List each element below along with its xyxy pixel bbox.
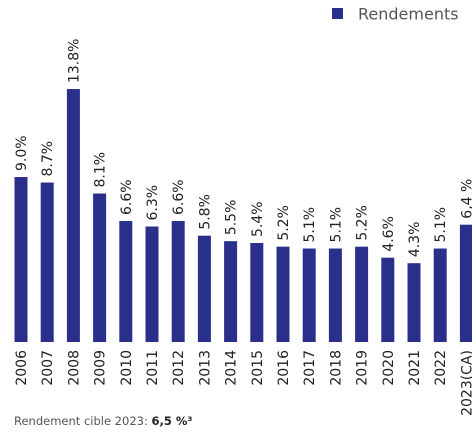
value-label: 4.6% (381, 216, 397, 252)
bar (355, 246, 369, 342)
value-label: 6,4 % (459, 179, 472, 219)
value-label: 5.1% (328, 207, 344, 243)
x-tick-label: 2010 (119, 350, 135, 386)
value-label: 13.8% (66, 39, 82, 83)
x-tick-label: 2007 (40, 350, 56, 386)
value-label: 5.2% (276, 205, 292, 241)
x-tick-label: 2016 (276, 350, 292, 386)
bar (407, 263, 421, 342)
footnote-text: Rendement cible 2023: (14, 414, 151, 428)
bar (459, 224, 472, 342)
value-label: 8.1% (93, 152, 109, 188)
bar (433, 248, 447, 342)
legend-swatch (332, 8, 343, 19)
bar (145, 226, 159, 342)
x-tick-label: 2006 (14, 350, 30, 386)
x-tick-label: 2015 (250, 350, 266, 386)
bar (66, 89, 80, 343)
bar (119, 221, 133, 342)
value-label: 5.5% (224, 200, 240, 236)
value-label: 6.3% (145, 185, 161, 221)
x-tick-label: 2017 (302, 350, 318, 386)
x-tick-label: 2008 (66, 350, 82, 386)
bar (14, 177, 28, 342)
footnote-bold: 6,5 %³ (151, 414, 192, 428)
value-label: 5.1% (433, 207, 449, 243)
x-tick-label: 2018 (328, 350, 344, 386)
x-tick-label: 2014 (224, 350, 240, 386)
bar (250, 243, 264, 342)
bar (302, 248, 316, 342)
bar (197, 235, 211, 342)
bar (171, 221, 185, 342)
value-label: 6.6% (119, 179, 135, 215)
value-label: 8.7% (40, 141, 56, 177)
x-tick-label: 2022 (433, 350, 449, 386)
x-tick-label: 2021 (407, 350, 423, 386)
bar (276, 246, 290, 342)
x-tick-label: 2009 (93, 350, 109, 386)
legend-label: Rendements (358, 5, 459, 24)
value-label: 5.1% (302, 207, 318, 243)
x-tick-label: 2020 (381, 350, 397, 386)
x-tick-label: 2023(CA) (459, 350, 472, 416)
value-label: 6.6% (171, 179, 187, 215)
value-label: 4.3% (407, 222, 423, 258)
bar (40, 182, 54, 342)
x-tick-label: 2013 (197, 350, 213, 386)
bar (93, 193, 107, 342)
x-tick-label: 2012 (171, 350, 187, 386)
value-label: 9.0% (14, 135, 30, 171)
bar (224, 241, 238, 342)
value-label: 5.2% (355, 205, 371, 241)
x-tick-label: 2011 (145, 350, 161, 386)
value-label: 5.8% (197, 194, 213, 230)
bar (381, 257, 395, 342)
footnote: Rendement cible 2023: 6,5 %³ (14, 414, 192, 428)
value-label: 5.4% (250, 201, 266, 237)
bar (328, 248, 342, 342)
x-tick-label: 2019 (355, 350, 371, 386)
